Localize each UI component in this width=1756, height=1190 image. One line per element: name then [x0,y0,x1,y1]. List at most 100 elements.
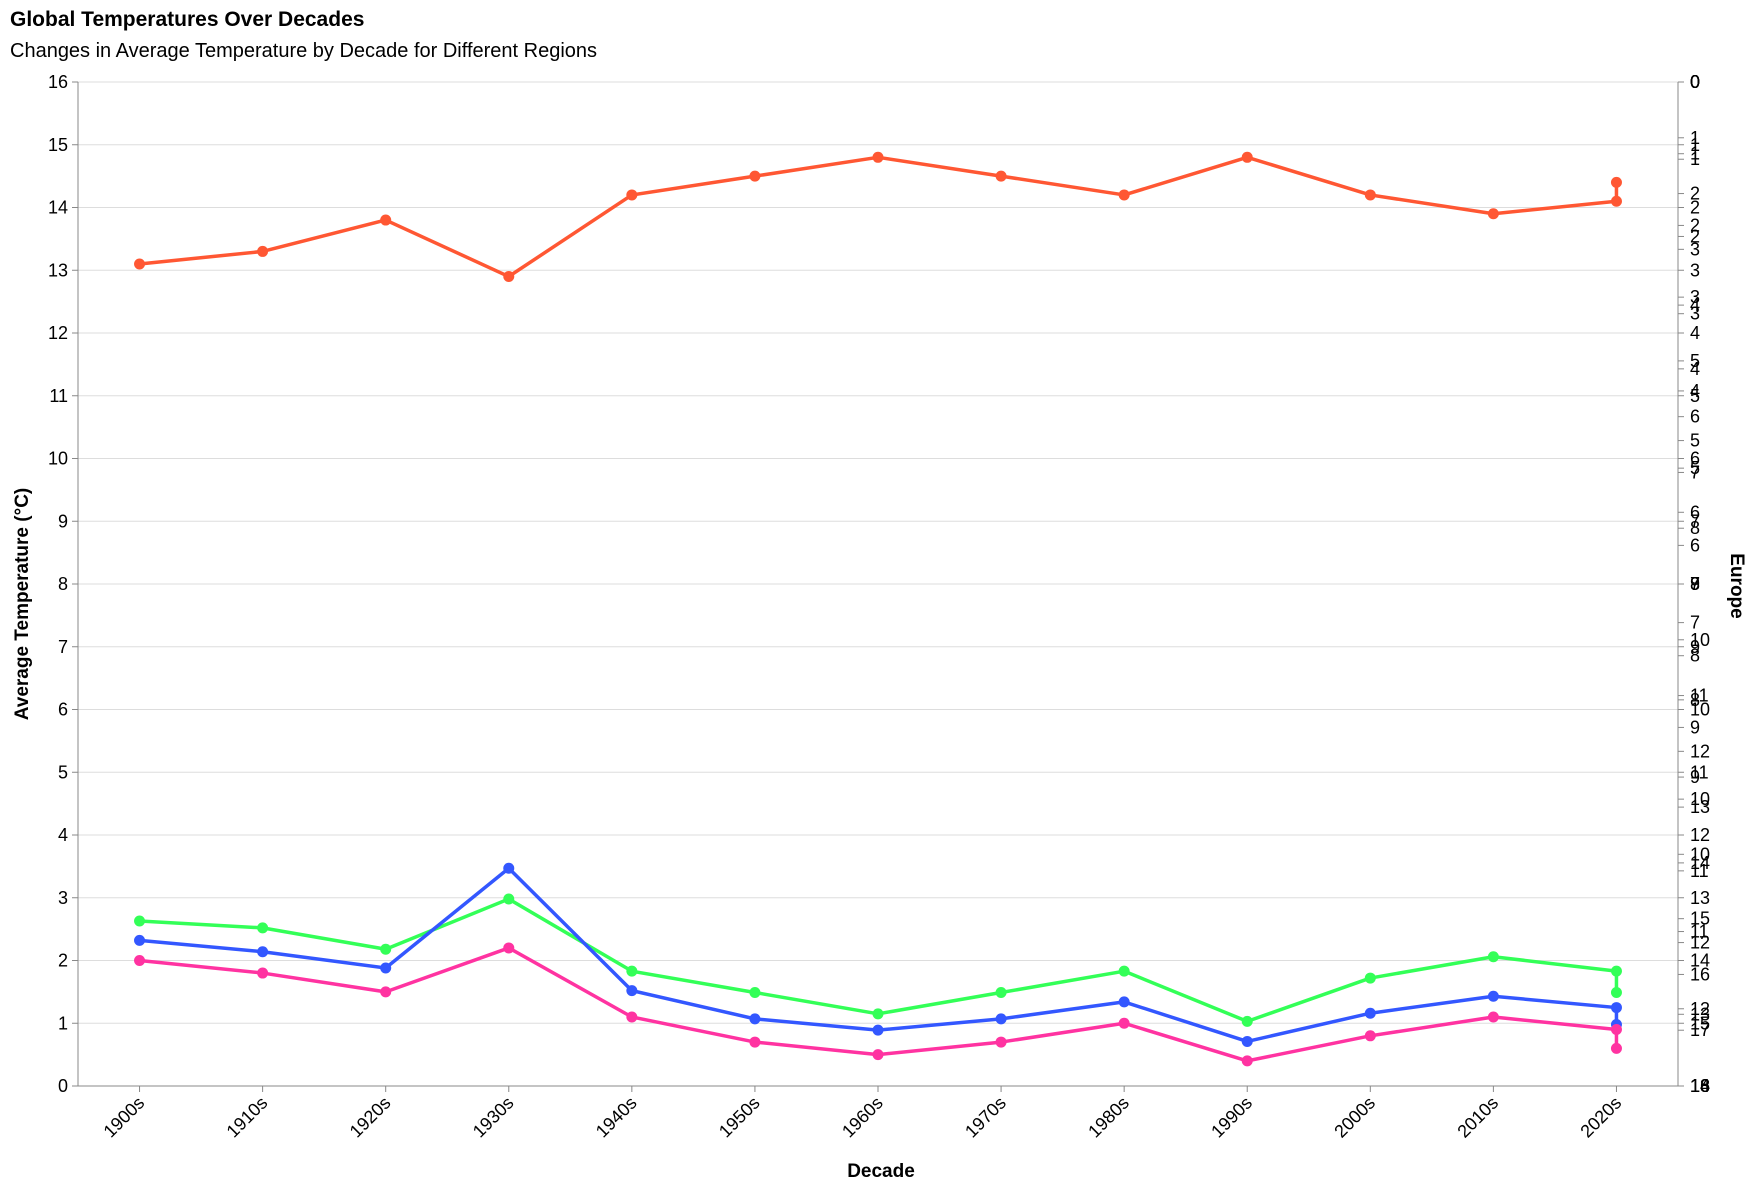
right-y-tick-label: 13 [1690,1076,1710,1096]
data-point [1241,1015,1253,1027]
data-point [995,987,1007,999]
data-point [995,170,1007,182]
right-y-tick-label: 9 [1690,574,1700,594]
data-point [1118,1017,1130,1029]
data-point [380,962,392,974]
right-y-tick-label: 8 [1690,574,1700,594]
data-point [872,151,884,163]
right-y-tick-label: 18 [1690,1076,1710,1096]
right-y-tick-label: 12 [1690,999,1710,1019]
y-tick-label: 5 [58,762,68,782]
right-y-tick-label: 14 [1690,1076,1710,1096]
y-tick-label: 0 [58,1076,68,1096]
data-point [1364,972,1376,984]
chart-title: Global Temperatures Over Decades [10,8,365,31]
x-tick-label: 1920s [346,1093,395,1142]
right-y-tick-label: 10 [1690,844,1710,864]
right-y-tick-label: 10 [1690,700,1710,720]
y-tick-label: 4 [58,825,68,845]
data-point [872,1024,884,1036]
series-4 [134,942,1622,1067]
data-point [1610,1024,1622,1036]
x-tick-label: 1940s [592,1093,641,1142]
data-point [380,943,392,955]
data-point [134,258,146,270]
right-y-tick-label: 3 [1690,287,1700,307]
y-tick-label: 1 [58,1013,68,1033]
x-tick-label: 1910s [223,1093,272,1142]
x-axis-title: Decade [847,1161,915,1182]
x-tick-label: 1960s [838,1093,887,1142]
right-y-tick-label: 16 [1690,1076,1710,1096]
y-tick-label: 15 [48,135,68,155]
x-tick-label: 2000s [1330,1093,1379,1142]
right-y-tick-label: 5 [1690,386,1700,406]
right-y-tick-label: 6 [1690,407,1700,427]
y-tick-label: 6 [58,700,68,720]
right-y-tick-label: 12 [1690,741,1710,761]
series-2 [134,893,1622,1027]
right-y-tick-label: 2 [1690,198,1700,218]
right-y-tick-label: 0 [1690,72,1700,92]
right-y-tick-label: 8 [1690,518,1700,538]
right-y-tick-label: 4 [1690,381,1700,401]
right-y-tick-label: 2 [1690,215,1700,235]
data-point [1610,176,1622,188]
x-tick-label: 1950s [715,1093,764,1142]
y-tick-label: 3 [58,888,68,908]
y-tick-label: 13 [48,260,68,280]
data-point [1364,1030,1376,1042]
series-layer [134,151,1622,1067]
y-tick-label: 11 [49,386,68,406]
data-point [503,942,515,954]
data-point [257,946,269,958]
data-point [872,1008,884,1020]
data-point [1487,951,1499,963]
right-y-tick-label: 11 [1690,686,1709,706]
data-point [134,955,146,966]
data-point [503,271,515,283]
right-y-tick-label: 10 [1690,789,1710,809]
right-y-tick-label: 15 [1690,909,1710,929]
right-axis-title: Europe [1726,553,1747,618]
x-tick-label: 1900s [100,1093,149,1142]
right-y-tick-label: 16 [1690,964,1710,984]
right-y-tick-label: 7 [1690,613,1700,633]
chart-subtitle: Changes in Average Temperature by Decade… [10,40,598,62]
right-y-tick-label: 4 [1690,295,1700,315]
data-point [872,1049,884,1061]
data-point [749,1013,761,1025]
right-y-tick-label: 7 [1690,462,1700,482]
data-point [380,986,392,998]
right-y-tick-label: 2 [1690,226,1700,246]
y-tick-label: 12 [48,323,68,343]
right-y-tick-label: 1 [1690,149,1700,169]
right-y-tick-label: 14 [1690,951,1710,971]
right-y-tick-label: 4 [1690,359,1700,379]
data-point [1118,965,1130,977]
right-y-tick-label: 5 [1690,458,1700,478]
right-y-tick-label: 15 [1690,1013,1710,1033]
right-y-tick-label: 9 [1690,637,1700,657]
right-y-tick-label: 11 [1690,861,1709,881]
data-point [749,987,761,999]
data-point [1118,189,1130,201]
right-y-tick-label: 3 [1690,304,1700,324]
y-tick-label: 14 [48,198,68,218]
x-tick-label: 1970s [961,1093,1010,1142]
y-axis-title: Average Temperature (°C) [12,488,33,721]
data-point [134,915,146,927]
x-tick-label: 2010s [1453,1093,1502,1142]
data-point [626,1011,638,1023]
data-point [134,934,146,946]
y-tick-label: 8 [58,574,68,594]
right-y-tick-label: 0 [1690,72,1700,92]
data-point [749,170,761,182]
right-y-tick-label: 1 [1690,144,1700,164]
data-point [503,862,515,874]
right-y-tick-label: 9 [1690,767,1700,787]
right-y-tick-label: 10 [1690,630,1710,650]
data-point [749,1036,761,1048]
y-tick-label: 16 [48,72,68,92]
